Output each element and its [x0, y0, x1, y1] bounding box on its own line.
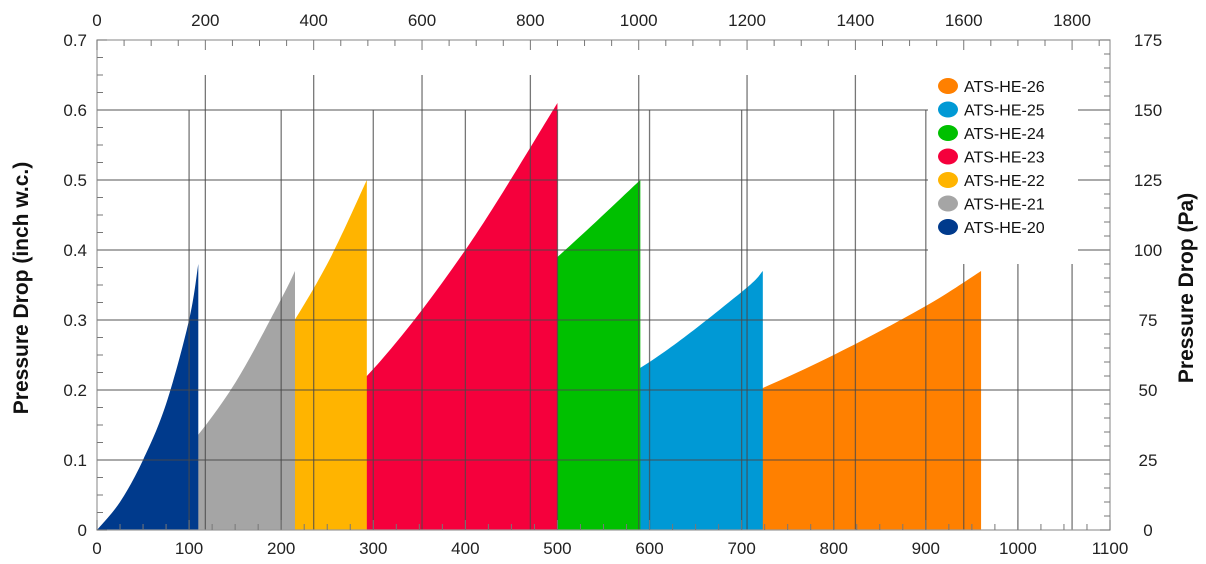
top-tick-label: 1400	[836, 11, 874, 30]
legend-label: ATS-HE-25	[964, 103, 1045, 120]
x-tick-label: 700	[727, 539, 755, 558]
y-axis-title-left: Pressure Drop (inch w.c.)	[10, 162, 33, 414]
top-tick-label: 400	[299, 11, 327, 30]
top-tick-label: 800	[516, 11, 544, 30]
right-tick-label: 25	[1139, 451, 1158, 470]
x-tick-label: 100	[175, 539, 203, 558]
x-tick-label: 200	[267, 539, 295, 558]
ticks-layer	[96, 39, 1111, 531]
legend: ATS-HE-26 ATS-HE-25 ATS-HE-24 ATS-HE-23 ATS-…	[928, 72, 1078, 264]
y-axis-title-right: Pressure Drop (Pa)	[1175, 193, 1198, 383]
legend-label: ATS-HE-20	[964, 220, 1045, 237]
legend-label: ATS-HE-21	[964, 197, 1045, 214]
x-tick-label: 900	[912, 539, 940, 558]
top-tick-label: 1600	[945, 11, 983, 30]
x-tick-label: 0	[92, 539, 101, 558]
legend-swatch	[938, 219, 958, 235]
top-tick-label: 200	[191, 11, 219, 30]
area-ats-he-23	[97, 103, 558, 530]
legend-swatch	[938, 101, 958, 118]
legend-swatch	[938, 125, 958, 141]
legend-swatch	[938, 172, 958, 188]
y-tick-label: 0.6	[63, 101, 87, 120]
area-ats-he-22	[97, 180, 367, 530]
legend-swatch	[938, 78, 958, 94]
grid-layer	[97, 75, 1110, 530]
x-tick-label: 400	[451, 539, 479, 558]
y-tick-label: 0.1	[63, 451, 87, 470]
x-tick-label: 1000	[999, 539, 1037, 558]
top-tick-label: 1000	[620, 11, 658, 30]
right-tick-label: 50	[1139, 381, 1158, 400]
top-tick-label: 600	[408, 11, 436, 30]
right-tick-label: 75	[1139, 311, 1158, 330]
y-tick-label: 0.7	[63, 31, 87, 50]
x-tick-label: 500	[543, 539, 571, 558]
legend-swatch	[938, 148, 958, 165]
y-tick-label: 0	[78, 521, 87, 540]
top-tick-label: 1800	[1053, 11, 1091, 30]
x-tick-label: 1100	[1092, 539, 1129, 558]
right-tick-label: 100	[1134, 241, 1162, 260]
right-tick-label: 0	[1143, 521, 1152, 540]
legend-label: ATS-HE-24	[964, 126, 1045, 143]
top-tick-label: 1200	[728, 11, 766, 30]
area-ats-he-20	[97, 264, 199, 530]
area-ats-he-21	[97, 271, 295, 530]
legend-swatch	[938, 195, 958, 212]
legend-label: ATS-HE-26	[964, 79, 1045, 96]
right-tick-label: 125	[1134, 171, 1162, 190]
right-tick-label: 150	[1134, 101, 1162, 120]
x-tick-label: 600	[635, 539, 663, 558]
right-tick-label: 175	[1134, 31, 1162, 50]
y-tick-label: 0.5	[63, 171, 87, 190]
areas-layer	[97, 103, 982, 530]
legend-label: ATS-HE-22	[964, 173, 1045, 190]
y-tick-label: 0.3	[63, 311, 87, 330]
x-tick-label: 800	[820, 539, 848, 558]
x-tick-label: 300	[359, 539, 387, 558]
top-tick-label: 0	[92, 11, 101, 30]
legend-label: ATS-HE-23	[964, 150, 1045, 167]
y-tick-label: 0.4	[63, 241, 87, 260]
y-tick-label: 0.2	[63, 381, 87, 400]
